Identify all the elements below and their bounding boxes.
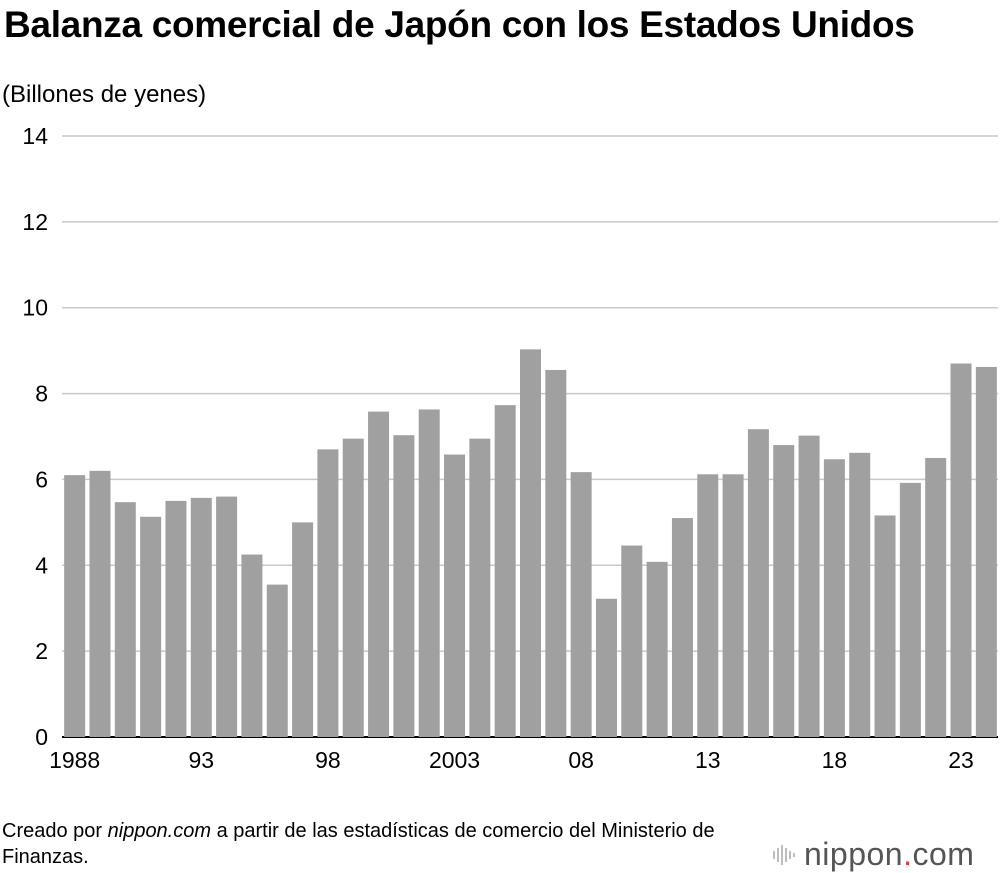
bar-2009	[595, 598, 617, 737]
bar-1994	[216, 496, 238, 737]
bar-2007	[545, 369, 567, 737]
bar-2008	[570, 472, 592, 737]
y-tick-label: 2	[35, 638, 48, 664]
bar-2012	[671, 518, 693, 737]
logo-dot: .	[903, 836, 913, 872]
bar-2019	[849, 452, 871, 737]
bar-2010	[621, 545, 643, 737]
bar-1993	[190, 497, 212, 737]
bar-1990	[114, 502, 136, 737]
logo-wordmark: nippon.com	[804, 836, 974, 873]
y-tick-label: 12	[22, 209, 48, 235]
bar-1991	[140, 516, 162, 737]
y-tick-label: 14	[22, 123, 48, 149]
bar-2018	[823, 459, 845, 737]
x-tick-label: 93	[188, 747, 214, 773]
bar-1997	[292, 522, 314, 737]
bar-2005	[494, 405, 516, 737]
bar-chart: 0 2 4 6 8 10 12 14 1988 93 98 2003 08 13 18 23	[22, 123, 998, 773]
source-note: Creado por nippon.com a partir de las es…	[2, 818, 762, 870]
bar-2013	[697, 474, 719, 737]
x-tick-labels: 1988 93 98 2003 08 13 18 23	[49, 747, 974, 773]
bar-2023	[950, 363, 972, 737]
bar-2001	[393, 435, 415, 737]
x-tick-label: 13	[695, 747, 721, 773]
bar-2016	[773, 445, 795, 737]
bar-2000	[368, 411, 390, 737]
bar-2017	[798, 435, 820, 737]
y-tick-label: 0	[35, 724, 48, 750]
sound-wave-icon	[773, 844, 795, 865]
y-tick-label: 10	[22, 295, 48, 321]
bar-2004	[469, 438, 491, 737]
bar-2022	[925, 457, 947, 737]
source-prefix: Creado por	[2, 820, 108, 842]
y-tick-label: 6	[35, 466, 48, 492]
bar-1998	[317, 449, 339, 737]
y-axis-unit-label: (Billones de yenes)	[2, 81, 207, 108]
bar-2011	[646, 561, 668, 737]
y-tick-label: 4	[35, 552, 48, 578]
x-tick-label: 98	[315, 747, 341, 773]
bar-1992	[165, 500, 187, 737]
source-site: nippon.com	[107, 820, 212, 842]
bar-1999	[342, 438, 364, 737]
bar-1988	[64, 475, 86, 737]
bar-2021	[899, 482, 921, 737]
bar-2006	[520, 349, 541, 737]
logo-name: nippon	[804, 836, 904, 872]
bar-1996	[266, 584, 288, 737]
chart-title: Balanza comercial de Japón con los Estad…	[4, 4, 915, 45]
y-tick-labels: 0 2 4 6 8 10 12 14	[22, 123, 48, 750]
bar-2014	[722, 474, 744, 737]
nippon-logo: nippon.com	[772, 836, 974, 873]
x-tick-label: 23	[948, 747, 974, 773]
bar-2024	[975, 366, 997, 737]
x-tick-label: 2003	[429, 747, 480, 773]
x-tick-label: 18	[822, 747, 848, 773]
bars	[64, 349, 997, 737]
y-tick-label: 8	[35, 381, 48, 407]
source-suffix: a partir de las estadísticas de comercio…	[2, 820, 715, 868]
x-tick-label: 1988	[49, 747, 100, 773]
bar-1995	[241, 554, 263, 737]
bar-2020	[874, 515, 896, 737]
logo-tld: com	[912, 836, 975, 872]
bar-2002	[418, 409, 440, 737]
bar-2003	[444, 454, 466, 737]
bar-2015	[747, 429, 769, 737]
bar-1989	[89, 470, 111, 737]
x-tick-label: 08	[568, 747, 594, 773]
